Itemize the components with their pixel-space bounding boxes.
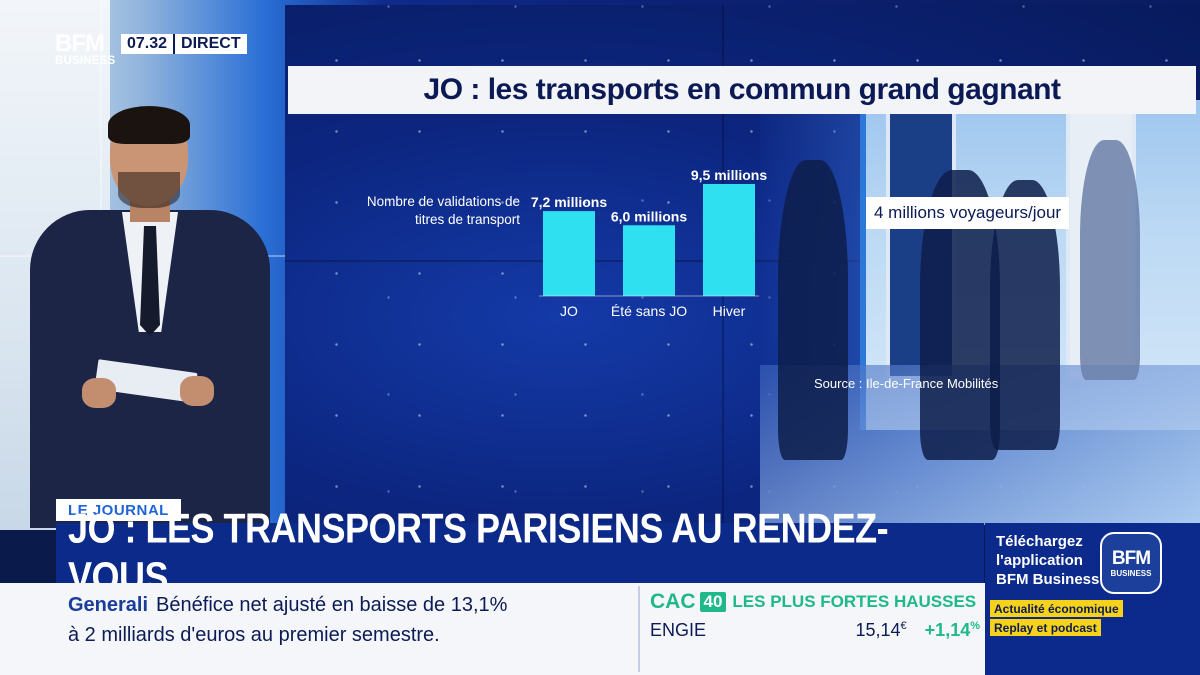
metro-photo — [760, 100, 1200, 525]
presenter-hand — [82, 378, 116, 408]
ticker-text-line1: Bénéfice net ajusté en baisse de 13,1% — [156, 594, 508, 616]
app-promo — [985, 523, 1200, 675]
live-label: DIRECT — [173, 34, 247, 54]
logo-bfm: BFM — [55, 30, 105, 57]
category-label-2: Hiver — [713, 303, 746, 319]
index-name: CAC — [650, 590, 696, 613]
presenter-beard — [118, 172, 180, 208]
live-clock: 07.32 DIRECT — [121, 34, 281, 54]
stock-change: +1,14 — [924, 620, 971, 640]
bar-1 — [623, 225, 675, 296]
category-label-0: JO — [560, 303, 578, 319]
stock-name: ENGIE — [650, 620, 707, 640]
bar-value-label-2: 9,5 millions — [691, 167, 767, 183]
clock-time: 07.32 — [121, 34, 174, 54]
presenter-hand — [180, 376, 214, 406]
stock-price: 15,14 — [855, 620, 901, 640]
bar-chart: 7,2 millions JO 6,0 millions Été sans JO 9,5… — [531, 167, 767, 319]
news-ticker — [0, 583, 985, 675]
presenter-hair — [108, 106, 190, 144]
channel-logo: BFM BUSINESS — [55, 32, 115, 68]
index-subtitle: LES PLUS FORTES HAUSSES — [732, 592, 977, 611]
logo-business: BUSINESS — [55, 55, 116, 67]
ticker-news: Generali Bénéfice net ajusté en baisse de… — [68, 590, 628, 650]
promo-tag-actualite: Actualité économique — [990, 600, 1123, 617]
ticker-company: Generali — [68, 594, 149, 616]
promo-line2: l'application — [996, 552, 1083, 569]
headline-text: JO : LES TRANSPORTS PARISIENS AU RENDEZ-… — [68, 504, 889, 601]
promo-logo-bfm: BFM — [1111, 547, 1151, 569]
bar-value-label-0: 7,2 millions — [531, 194, 607, 210]
stock-change-unit: % — [970, 620, 980, 632]
category-label-1: Été sans JO — [611, 303, 687, 319]
passenger — [778, 160, 848, 460]
ticker-divider — [638, 586, 640, 672]
passenger — [1080, 140, 1140, 380]
screen-title: JO : les transports en commun grand gagn… — [288, 66, 1196, 114]
presenter-tie — [140, 226, 160, 336]
stock-price-group: 15,14€ — [856, 620, 907, 641]
promo-line1: Téléchargez — [996, 533, 1083, 550]
promo-line3: BFM Business — [996, 571, 1100, 588]
promo-tag-replay: Replay et podcast — [990, 619, 1101, 636]
market-index-header: CAC 40 LES PLUS FORTES HAUSSES — [650, 590, 976, 614]
presenter — [30, 106, 270, 528]
promo-text: Téléchargez l'application BFM Business — [996, 532, 1099, 589]
stock-change-group: +1,14% — [925, 620, 980, 641]
bar-2 — [703, 184, 755, 296]
promo-logo-business: BUSINESS — [1110, 568, 1152, 578]
bar-0 — [543, 211, 595, 296]
chart-source: Source : Ile-de-France Mobilités — [814, 376, 999, 391]
headline-bar: JO : LES TRANSPORTS PARISIENS AU RENDEZ-… — [56, 505, 984, 600]
chart-ylabel: Nombre de validations de titres de trans… — [366, 194, 520, 227]
stock-row: ENGIE 15,14€ +1,14% — [650, 620, 980, 641]
promo-app-icon: BFM BUSINESS — [1100, 532, 1162, 594]
index-number: 40 — [699, 592, 727, 612]
show-tag: LE JOURNAL — [56, 499, 181, 521]
ticker-text-line2: à 2 milliards d'euros au premier semestr… — [68, 624, 440, 646]
bar-value-label-1: 6,0 millions — [611, 208, 687, 224]
stock-currency: € — [900, 620, 907, 632]
ridership-callout: 4 millions voyageurs/jour — [866, 197, 1070, 229]
